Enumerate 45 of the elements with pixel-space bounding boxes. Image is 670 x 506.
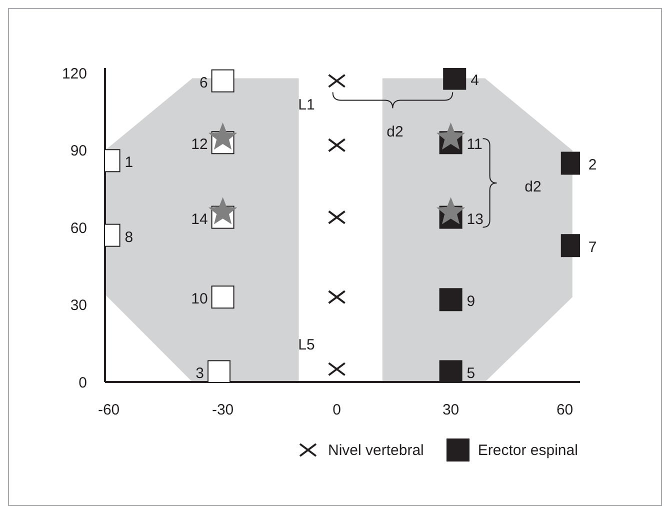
point [208, 122, 238, 150]
point [211, 286, 234, 309]
annotation: 14 [191, 210, 208, 228]
annotation: d2 [386, 124, 404, 140]
point [208, 197, 238, 224]
annotation: 3 [196, 365, 204, 382]
annotation: 5 [466, 365, 476, 382]
x-tick-label: -60 [98, 402, 120, 419]
annotation: 2 [588, 156, 597, 174]
annotation: 12 [191, 136, 208, 154]
point [328, 290, 346, 304]
point [436, 197, 466, 224]
point [328, 74, 346, 88]
y-tick-label: 60 [70, 220, 87, 237]
point [436, 122, 466, 150]
y-tick-label: 0 [78, 374, 87, 392]
point [439, 360, 462, 382]
annotation: 7 [588, 239, 597, 256]
x-tick-label: 0 [332, 402, 341, 419]
legend-label: Erector espinal [478, 442, 578, 458]
annotation: 6 [199, 74, 208, 92]
point [328, 362, 346, 376]
annotation: 10 [191, 290, 208, 308]
x-tick-label: -30 [212, 402, 234, 419]
annotation: 4 [470, 72, 479, 89]
annotation: 1 [124, 154, 134, 172]
annotation: 11 [466, 136, 482, 154]
point [211, 69, 234, 92]
point [328, 138, 346, 152]
point [208, 360, 230, 382]
x-tick-label: 30 [442, 402, 460, 419]
x-tick-label: 60 [556, 402, 574, 419]
annotation: 13 [466, 210, 484, 228]
y-tick-label: 120 [62, 65, 87, 82]
point [443, 68, 466, 90]
annotation: L5 [298, 336, 315, 354]
legend-label: Nivel vertebral [328, 442, 424, 458]
annotation: L1 [298, 96, 315, 114]
y-tick-label: 90 [70, 142, 87, 160]
annotation: 9 [466, 293, 476, 310]
y-tick-label: 30 [70, 297, 87, 314]
annotation: d2 [524, 178, 542, 196]
point [328, 210, 346, 224]
annotation: 8 [124, 228, 134, 246]
point [439, 288, 462, 312]
